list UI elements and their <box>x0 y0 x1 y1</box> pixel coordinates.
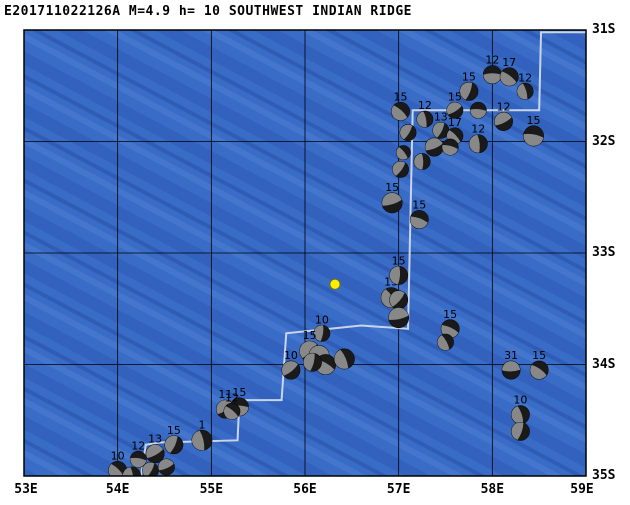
focal-mechanism-beachball <box>164 435 184 455</box>
focal-mechanism-beachball <box>388 307 410 329</box>
focal-mechanism-beachball <box>145 444 165 464</box>
focal-mechanism-beachball <box>501 360 521 380</box>
depth-label: 15 <box>303 329 317 342</box>
focal-mechanisms: 12 17121515151213121517121515151515101510… <box>108 54 549 501</box>
depth-label: 11 <box>218 388 232 401</box>
depth-label: 13 <box>148 433 162 446</box>
focal-mechanism-beachball <box>223 402 241 420</box>
latitude-label: 31S <box>592 22 616 37</box>
focal-mechanism-beachball <box>413 153 431 170</box>
depth-label: 10 <box>284 349 298 362</box>
focal-mechanism-beachball <box>432 121 450 139</box>
focal-mechanism-beachball <box>129 450 147 468</box>
focal-mechanism-beachball <box>281 360 301 380</box>
depth-label: 12 <box>485 54 499 67</box>
depth-label: 15 <box>394 90 408 103</box>
focal-mechanism-beachball <box>468 134 488 154</box>
focal-mechanism-beachball <box>446 127 464 145</box>
depth-label: 12 <box>131 439 145 452</box>
focal-mechanism-beachball <box>389 290 409 310</box>
focal-mechanism-beachball <box>446 101 464 119</box>
depth-label: 17 <box>502 56 516 69</box>
focal-mechanism-beachball <box>142 462 159 476</box>
longitude-label: 55E <box>199 482 224 497</box>
depth-label: 12 <box>497 100 511 113</box>
plate-boundary-line <box>140 31 586 476</box>
longitude-label: 54E <box>105 482 130 497</box>
depth-label: 10 <box>111 449 125 462</box>
focal-mechanism-beachball <box>333 348 355 370</box>
map-frame <box>23 29 587 477</box>
depth-label: 10 <box>513 394 527 407</box>
depth-label: 12 <box>518 71 532 84</box>
focal-mechanism-beachball <box>511 421 530 441</box>
focal-mechanism-beachball <box>122 466 142 476</box>
focal-mechanism-beachball <box>389 265 409 285</box>
focal-mechanism-beachball <box>155 485 171 501</box>
focal-mechanism-beachball <box>516 82 534 100</box>
focal-mechanism-beachball <box>441 138 459 156</box>
depth-label: 13 <box>434 110 448 123</box>
depth-label: 12 <box>225 391 239 404</box>
depth-label: 10 <box>315 313 329 326</box>
depth-label: 12 <box>418 99 432 112</box>
latitude-label: 35S <box>592 468 616 483</box>
depth-label: 15 <box>392 254 406 267</box>
latitude-label: 34S <box>592 356 616 372</box>
focal-mechanism-beachball <box>529 360 549 380</box>
depth-label: 17 <box>448 116 462 129</box>
focal-mechanism-beachball <box>469 101 487 119</box>
focal-mechanism-beachball <box>381 192 403 214</box>
longitude-label: 56E <box>293 482 317 497</box>
focal-mechanism-beachball <box>395 145 411 161</box>
focal-mechanism-beachball <box>482 65 502 84</box>
depth-label: 15 <box>385 181 399 194</box>
focal-mechanism-beachball <box>409 210 429 229</box>
focal-mechanism-beachball <box>440 319 460 339</box>
focal-mechanism-beachball <box>459 81 479 101</box>
focal-mechanism-beachball <box>416 110 434 128</box>
focal-mechanism-beachball <box>437 333 454 351</box>
focal-mechanism-beachball <box>138 479 154 495</box>
depth-label: 15 <box>443 308 457 321</box>
depth-label: 15 <box>532 349 546 362</box>
depth-label: 15 <box>412 199 426 212</box>
event-epicenter-marker <box>329 278 341 290</box>
focal-mechanism-beachball <box>303 352 322 372</box>
focal-mechanism-beachball <box>313 324 331 342</box>
focal-mechanism-beachball <box>511 405 530 425</box>
focal-mechanism-beachball <box>157 458 175 476</box>
map-title: E201711022126A M=4.9 h= 10 SOUTHWEST IND… <box>4 4 413 19</box>
focal-mechanism-beachball <box>424 137 444 157</box>
latitude-label: 32S <box>592 133 616 149</box>
focal-mechanism-beachball <box>494 112 513 131</box>
focal-mechanism-beachball <box>392 160 409 178</box>
depth-label: 15 <box>232 386 246 399</box>
focal-mechanism-beachball <box>191 429 213 451</box>
focal-mechanism-beachball <box>523 125 544 147</box>
depth-label: 15 <box>448 90 462 103</box>
depth-label: 15 <box>167 424 181 437</box>
depth-label: 15 <box>527 114 541 127</box>
longitude-label: 57E <box>386 482 411 497</box>
depth-label: 15 <box>462 70 476 83</box>
focal-mechanism-beachball <box>399 124 417 141</box>
focal-mechanism-beachball <box>108 461 128 476</box>
depth-label: 1 <box>198 418 205 431</box>
longitude-label: 58E <box>480 482 505 497</box>
longitude-label: 53E <box>14 482 38 497</box>
depth-label: 12 <box>471 123 485 136</box>
depth-label: 31 <box>504 349 518 362</box>
latitude-label: 33S <box>592 245 616 260</box>
focal-mechanism-beachball <box>499 67 519 87</box>
focal-mechanism-beachball <box>391 101 410 121</box>
longitude-label: 59E <box>570 482 594 497</box>
